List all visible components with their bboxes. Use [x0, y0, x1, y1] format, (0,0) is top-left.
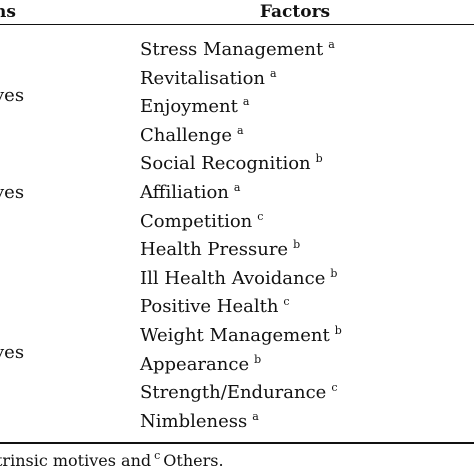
factor-name: Weight Management — [140, 324, 330, 346]
motive-group-label: ves — [0, 182, 25, 203]
factor-name: Social Recognition — [140, 153, 311, 175]
column-header-motives: ns — [0, 2, 16, 22]
motive-group-label: ves — [0, 85, 25, 106]
motive-group-label: ves — [0, 342, 25, 363]
factor-row: Ill Health Avoidance b — [140, 265, 474, 294]
factor-row: Stress Management a — [140, 36, 474, 65]
factor-mark: c — [257, 209, 264, 223]
factor-name: Ill Health Avoidance — [140, 267, 326, 289]
factor-name: Nimbleness — [140, 410, 248, 432]
factor-name: Health Pressure — [140, 239, 289, 261]
factor-name: Affiliation — [140, 181, 229, 203]
motive-group-column: ves ves ves — [0, 0, 154, 474]
factor-row: Health Pressure b — [140, 236, 474, 265]
factor-row: Weight Management b — [140, 322, 474, 351]
factor-row: Social Recognition b — [140, 150, 474, 179]
factor-mark: a — [270, 66, 277, 80]
header-rule — [0, 24, 474, 25]
factor-mark: c — [283, 295, 290, 309]
factor-mark: a — [328, 38, 335, 51]
column-header-factors: Factors — [259, 2, 331, 22]
factor-row: Positive Health c — [140, 293, 474, 322]
factor-row: Strength/Endurance c — [140, 379, 474, 408]
table-footnote: trinsic motives and c Others. — [0, 448, 224, 474]
factor-mark: a — [233, 180, 241, 194]
factor-name: Appearance — [140, 353, 250, 375]
factor-row: Appearance b — [140, 351, 474, 380]
factor-mark: b — [254, 352, 262, 366]
factor-row: Competition c — [140, 208, 474, 237]
factor-row: Challenge a — [140, 122, 474, 151]
factor-mark: a — [242, 95, 250, 109]
factor-mark: b — [315, 152, 323, 166]
factor-mark: c — [331, 381, 338, 395]
factor-name: Revitalisation — [140, 67, 265, 89]
factor-row: Nimbleness a — [140, 408, 474, 437]
factor-mark: b — [330, 266, 338, 280]
factor-name: Positive Health — [140, 296, 279, 318]
footnote-text-end: Others. — [163, 451, 224, 470]
factor-name: Competition — [140, 210, 253, 232]
factor-mark: a — [252, 409, 259, 423]
factor-name: Enjoyment — [140, 96, 238, 118]
table-bottom-rule — [0, 442, 474, 444]
footnote-text: trinsic motives and — [0, 451, 152, 470]
factor-mark: b — [334, 323, 342, 337]
footnote-mark: c — [154, 449, 161, 462]
factor-name: Challenge — [140, 124, 233, 146]
factor-name: Strength/Endurance — [140, 382, 327, 404]
factor-row: Revitalisation a — [140, 65, 474, 94]
factor-mark: a — [237, 123, 244, 137]
factor-row: Affiliation a — [140, 179, 474, 208]
factor-row: Enjoyment a — [140, 93, 474, 122]
factor-list: Stress Management a Revitalisation a Enjoy… — [140, 36, 474, 436]
factor-name: Stress Management — [140, 39, 324, 60]
factor-mark: b — [293, 238, 301, 252]
